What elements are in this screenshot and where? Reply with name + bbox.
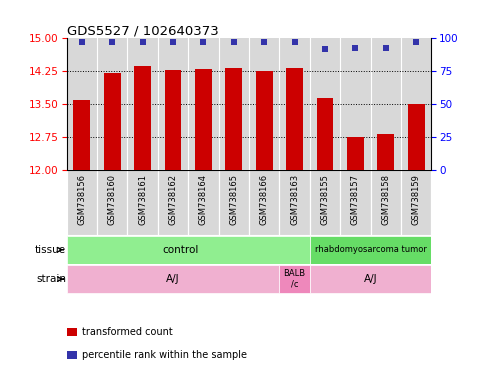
Point	[230, 39, 238, 45]
Bar	[280, 170, 310, 235]
Text: strain: strain	[36, 274, 66, 284]
Bar	[218, 170, 249, 235]
Bar	[280, 170, 310, 235]
Bar	[310, 170, 340, 235]
Bar	[104, 73, 120, 170]
Bar	[249, 38, 280, 170]
Bar	[280, 38, 310, 170]
Text: GSM738165: GSM738165	[229, 174, 238, 225]
Text: GSM738159: GSM738159	[412, 174, 421, 225]
Bar	[340, 170, 371, 235]
Point	[352, 45, 359, 51]
Point	[412, 39, 420, 45]
Bar	[378, 134, 394, 170]
Bar	[188, 170, 218, 235]
Bar	[97, 38, 127, 170]
Bar	[67, 236, 310, 264]
Text: GSM738158: GSM738158	[381, 174, 390, 225]
Bar	[347, 137, 364, 170]
Text: GSM738155: GSM738155	[320, 174, 329, 225]
Bar	[249, 170, 280, 235]
Text: GSM738164: GSM738164	[199, 174, 208, 225]
Bar	[408, 104, 424, 170]
Text: GSM738162: GSM738162	[169, 174, 177, 225]
Bar	[127, 38, 158, 170]
Text: rhabdomyosarcoma tumor: rhabdomyosarcoma tumor	[315, 245, 426, 254]
Bar	[286, 68, 303, 170]
Bar	[340, 38, 371, 170]
Bar	[371, 170, 401, 235]
Bar	[67, 38, 97, 170]
Bar	[67, 265, 280, 293]
Point	[169, 39, 177, 45]
Bar	[134, 66, 151, 170]
Text: GSM738160: GSM738160	[107, 174, 117, 225]
Point	[139, 39, 146, 45]
Text: GSM738161: GSM738161	[138, 174, 147, 225]
Text: GSM738166: GSM738166	[260, 174, 269, 225]
Text: A/J: A/J	[166, 274, 180, 284]
Bar	[310, 265, 431, 293]
Bar	[67, 170, 97, 235]
Point	[108, 39, 116, 45]
Point	[78, 39, 86, 45]
Text: GDS5527 / 102640373: GDS5527 / 102640373	[67, 24, 218, 37]
Text: A/J: A/J	[364, 274, 377, 284]
Bar	[127, 170, 158, 235]
Bar	[97, 170, 127, 235]
Point	[260, 39, 268, 45]
Bar	[188, 38, 218, 170]
Text: control: control	[162, 245, 199, 255]
Bar	[401, 38, 431, 170]
Bar	[225, 68, 242, 170]
Bar	[340, 170, 371, 235]
Bar	[158, 38, 188, 170]
Bar	[401, 170, 431, 235]
Bar	[317, 98, 333, 170]
Bar	[97, 170, 127, 235]
Point	[382, 45, 389, 51]
Bar	[280, 265, 310, 293]
Bar	[218, 38, 249, 170]
Text: GSM738163: GSM738163	[290, 174, 299, 225]
Text: transformed count: transformed count	[82, 327, 173, 337]
Bar	[127, 170, 158, 235]
Bar	[195, 69, 211, 170]
Point	[291, 39, 299, 45]
Bar	[371, 170, 401, 235]
Text: percentile rank within the sample: percentile rank within the sample	[82, 350, 247, 360]
Bar	[158, 170, 188, 235]
Point	[321, 46, 329, 52]
Text: BALB
/c: BALB /c	[283, 270, 306, 289]
Bar	[310, 170, 340, 235]
Bar	[310, 236, 431, 264]
Text: tissue: tissue	[35, 245, 66, 255]
Bar	[67, 170, 97, 235]
Bar	[218, 170, 249, 235]
Bar	[73, 100, 90, 170]
Bar	[165, 70, 181, 170]
Text: GSM738157: GSM738157	[351, 174, 360, 225]
Bar	[371, 38, 401, 170]
Bar	[256, 71, 273, 170]
Bar	[188, 170, 218, 235]
Bar	[158, 170, 188, 235]
Bar	[401, 170, 431, 235]
Point	[199, 39, 208, 45]
Bar	[310, 38, 340, 170]
Bar	[249, 170, 280, 235]
Text: GSM738156: GSM738156	[77, 174, 86, 225]
